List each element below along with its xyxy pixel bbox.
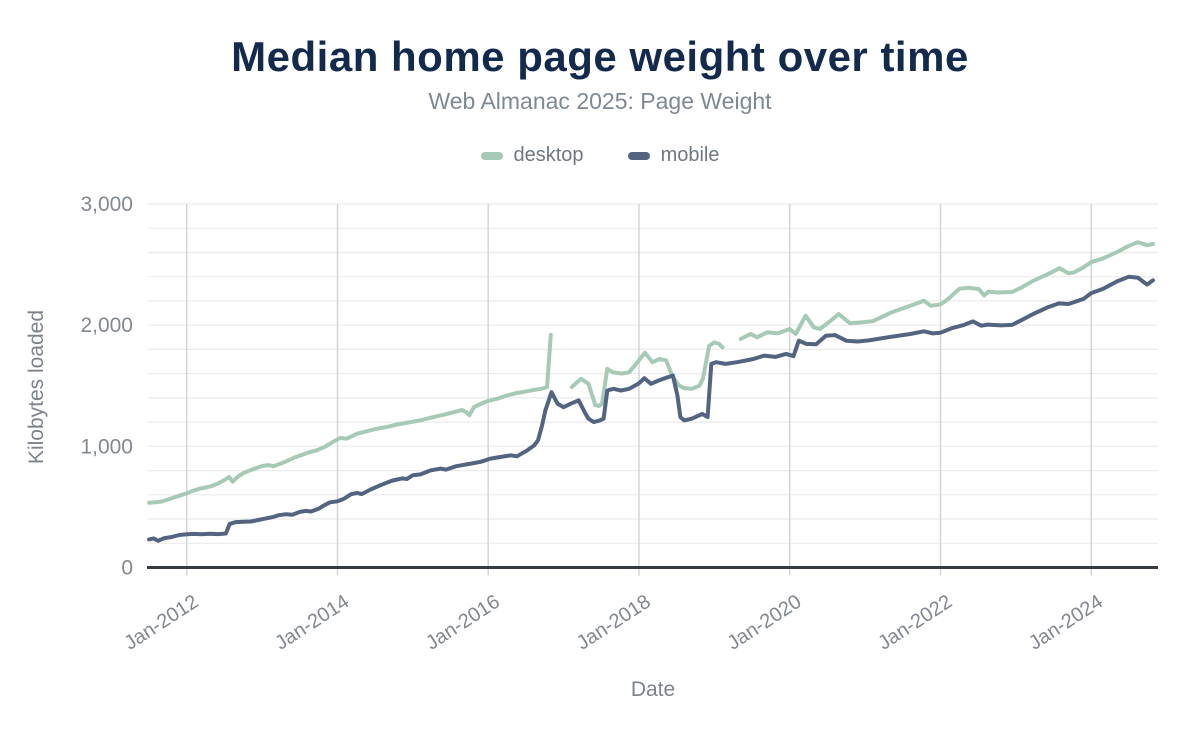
desktop-series-swatch-icon <box>480 151 503 160</box>
x-tick-label: Jan-2018 <box>573 591 655 655</box>
legend-label-desktop: desktop <box>513 144 584 166</box>
x-tick-label: Jan-2022 <box>874 591 956 655</box>
y-tick-label: 3,000 <box>80 193 133 216</box>
legend: desktop mobile <box>0 144 1200 167</box>
x-tick-label: Jan-2020 <box>723 591 805 655</box>
x-tick-label: Jan-2024 <box>1025 591 1107 655</box>
legend-item-mobile[interactable]: mobile <box>627 144 720 167</box>
chart-subtitle: Web Almanac 2025: Page Weight <box>428 88 772 114</box>
x-tick-label: Jan-2016 <box>422 591 504 655</box>
y-tick-label: 0 <box>121 557 133 580</box>
legend-label-mobile: mobile <box>660 144 720 166</box>
legend-item-desktop[interactable]: desktop <box>480 144 584 167</box>
mobile-line <box>147 274 1155 543</box>
y-axis-title: Kilobytes loaded <box>25 309 48 465</box>
x-tick-label: Jan-2014 <box>271 591 353 655</box>
x-axis-title: Date <box>630 678 676 701</box>
desktop-line <box>147 240 1155 505</box>
y-tick-label: 2,000 <box>80 314 133 337</box>
x-tick-label: Jan-2012 <box>120 591 202 655</box>
mobile-series-swatch-icon <box>627 151 650 160</box>
chart-title: Median home page weight over time <box>231 33 969 80</box>
y-tick-label: 1,000 <box>80 435 133 458</box>
